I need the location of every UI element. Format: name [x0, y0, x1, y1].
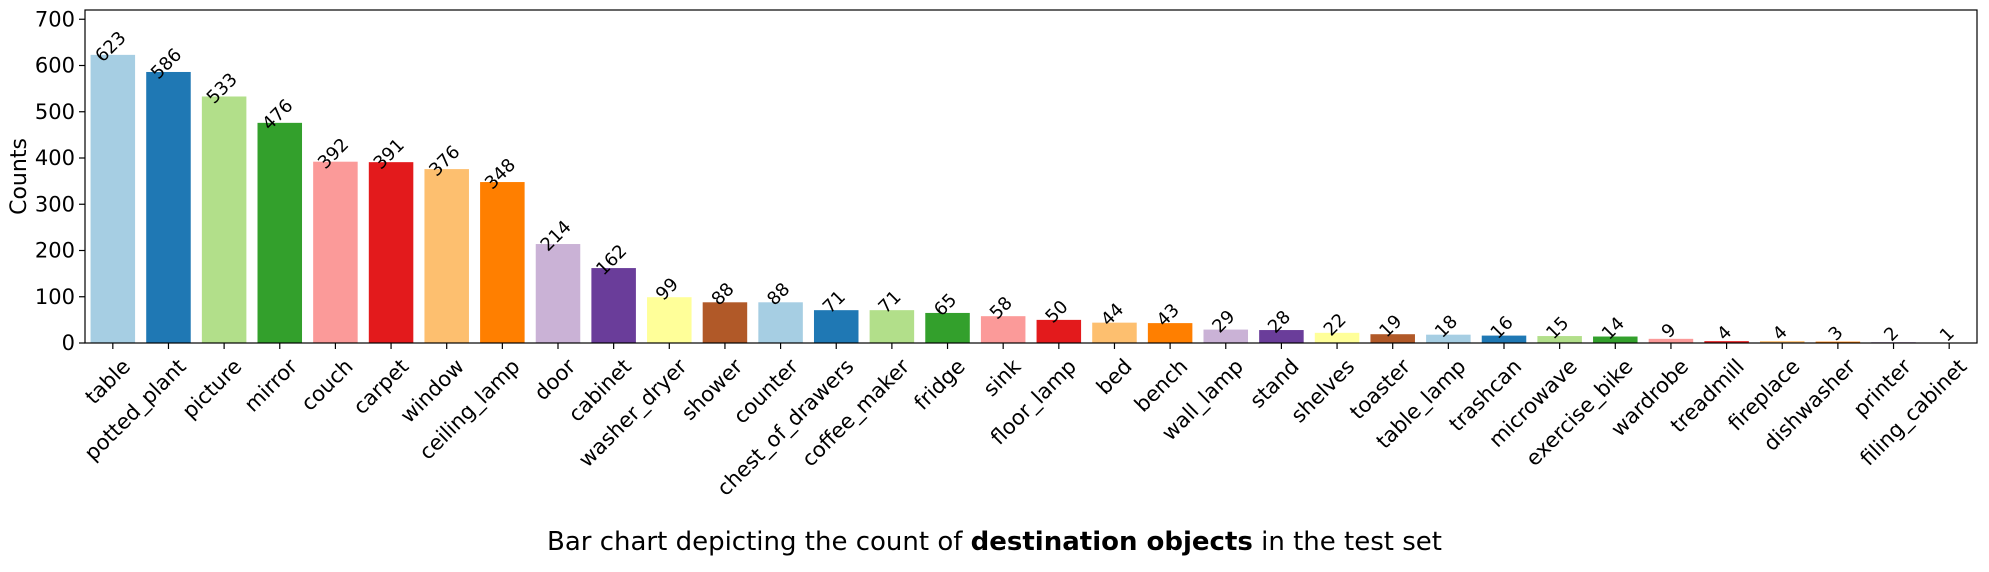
- caption-suffix: in the test set: [1252, 527, 1442, 557]
- bars-group: [90, 54, 1972, 344]
- bar-potted_plant: [146, 71, 191, 343]
- bar-couch: [313, 161, 358, 343]
- bar-chest_of_drawers: [813, 310, 859, 343]
- x-tick-label: ceiling_lamp: [415, 354, 526, 465]
- plot-frame: [84, 9, 1978, 344]
- bar-dishwasher: [1815, 341, 1861, 343]
- bar-ceiling_lamp: [480, 182, 525, 343]
- bar-door: [535, 244, 581, 343]
- x-tick-label: potted_plant: [80, 354, 192, 466]
- y-tick-label: 500: [35, 100, 75, 124]
- bar-carpet: [368, 162, 414, 343]
- x-tick-label: sink: [979, 354, 1026, 401]
- x-tick-label: fridge: [909, 354, 969, 414]
- x-axis: tablepotted_plantpicturemirrorcouchcarpe…: [80, 343, 1972, 501]
- bar-wardrobe: [1648, 338, 1694, 343]
- y-tick-label: 100: [35, 285, 75, 309]
- y-axis: 0 100 200 300 400 500 600 700: [35, 7, 85, 355]
- bar-window: [424, 169, 469, 343]
- y-tick-label: 400: [35, 146, 75, 170]
- caption-prefix: Bar chart depicting the count of: [547, 527, 971, 557]
- bar-bed: [1092, 322, 1137, 343]
- bar-picture: [201, 96, 247, 343]
- y-tick-label: 0: [62, 331, 75, 355]
- x-tick-label: mirror: [240, 354, 303, 417]
- y-axis-label: Counts: [7, 138, 32, 215]
- y-tick-label: 700: [35, 7, 75, 31]
- bar-table_lamp: [1426, 334, 1471, 343]
- bar-fireplace: [1759, 341, 1805, 343]
- bar-trashcan: [1481, 335, 1527, 343]
- bar-sink: [980, 316, 1026, 343]
- bar-floor_lamp: [1036, 319, 1082, 343]
- bar-treadmill: [1704, 341, 1749, 343]
- bar-microwave: [1537, 336, 1582, 343]
- bar-bench: [1147, 323, 1193, 343]
- x-tick-label: couch: [296, 354, 357, 415]
- bar-toaster: [1370, 334, 1415, 343]
- bar-fridge: [925, 312, 970, 343]
- bar-cabinet: [591, 268, 636, 343]
- bar-stand: [1259, 330, 1304, 343]
- y-tick-label: 600: [35, 54, 75, 78]
- y-tick-label: 300: [35, 192, 75, 216]
- bar-washer_dryer: [647, 297, 692, 343]
- bar-shelves: [1314, 332, 1360, 343]
- caption-bold: destination objects: [970, 527, 1253, 557]
- x-tick-label: door: [530, 354, 581, 405]
- bar-table: [90, 54, 136, 344]
- bar-shower: [702, 302, 748, 343]
- bar-wall_lamp: [1203, 329, 1249, 343]
- y-tick-label: 200: [35, 239, 75, 263]
- x-tick-label: bed: [1092, 354, 1137, 399]
- bar-coffee_maker: [869, 310, 915, 343]
- x-tick-label: picture: [178, 354, 247, 423]
- figure-caption: Bar chart depicting the count of destina…: [0, 527, 1989, 557]
- bar-exercise_bike: [1593, 336, 1638, 343]
- bar-mirror: [257, 122, 303, 343]
- bar-counter: [758, 302, 803, 343]
